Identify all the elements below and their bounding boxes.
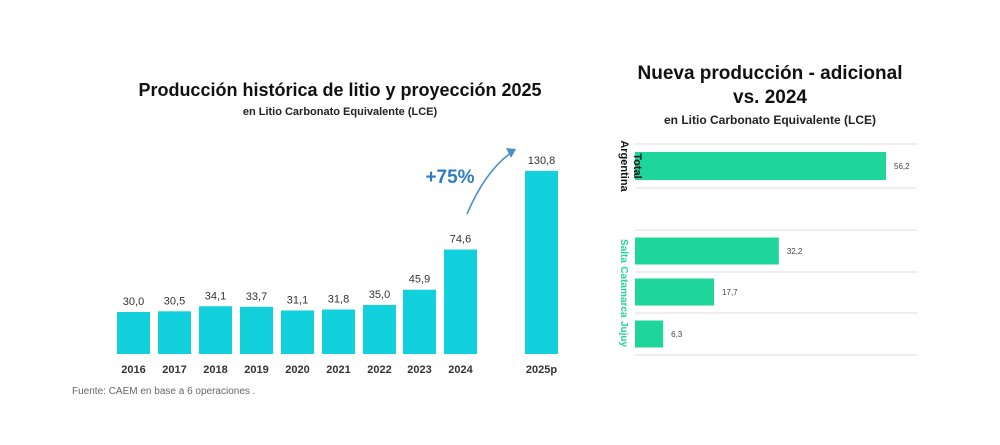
bar-value-label-2019: 33,7	[246, 291, 267, 303]
category-label-catamarca: Catamarca	[618, 266, 629, 318]
hbar-value-label-salta: 32,2	[787, 247, 803, 256]
growth-arrow-line	[466, 151, 513, 215]
hbar-value-label-jujuy: 6,3	[671, 330, 683, 339]
hbar-value-label-total-argentina: 56,2	[894, 162, 910, 171]
source-note: Fuente: CAEM en base a 6 operaciones .	[72, 386, 256, 397]
category-label-total-argentina-line-0: Total	[631, 153, 643, 178]
bar-value-label-2016: 30,0	[123, 296, 144, 308]
hbar-value-label-catamarca: 17,7	[722, 288, 738, 297]
x-tick-label-2020: 2020	[285, 364, 309, 376]
category-label-total-argentina-line-1: Argentina	[618, 140, 630, 192]
category-label-salta: Salta	[618, 239, 629, 263]
bar-2023	[403, 289, 436, 354]
hbar-total-argentina	[635, 152, 887, 180]
category-label-jujuy: Jujuy	[618, 321, 629, 348]
bar-2025p	[525, 170, 558, 354]
x-tick-label-2024: 2024	[448, 364, 473, 376]
x-tick-label-2023: 2023	[407, 364, 431, 376]
right-chart-subtitle: en Litio Carbonato Equivalente (LCE)	[663, 113, 876, 127]
right-chart-title-line2: vs. 2024	[733, 87, 807, 108]
bar-2016	[117, 312, 150, 354]
bar-2021	[322, 309, 355, 354]
left-chart-title: Producción histórica de litio y proyecci…	[138, 80, 542, 100]
x-tick-label-2025p: 2025p	[526, 364, 557, 376]
bar-value-label-2017: 30,5	[164, 295, 185, 307]
x-tick-label-2018: 2018	[203, 364, 227, 376]
x-tick-label-2016: 2016	[121, 364, 145, 376]
bar-value-label-2025p: 130,8	[528, 155, 556, 167]
x-tick-label-2017: 2017	[162, 364, 186, 376]
left-chart-subtitle: en Litio Carbonato Equivalente (LCE)	[242, 106, 438, 118]
bar-value-label-2021: 31,8	[328, 293, 349, 305]
bar-value-label-2022: 35,0	[369, 289, 390, 301]
right-chart-title-line1: Nueva producción - adicional	[637, 63, 903, 84]
growth-annotation: +75%	[425, 167, 474, 188]
bar-2018	[199, 306, 232, 354]
hbar-salta	[635, 237, 779, 265]
bar-2022	[363, 305, 396, 354]
bar-2024	[444, 249, 477, 354]
x-tick-label-2022: 2022	[367, 364, 391, 376]
bar-2019	[240, 306, 273, 354]
growth-arrow-head	[506, 148, 516, 158]
x-tick-label-2019: 2019	[244, 364, 268, 376]
bar-2017	[158, 311, 191, 354]
bar-value-label-2020: 31,1	[287, 294, 308, 306]
hbar-catamarca	[635, 278, 715, 306]
hbar-jujuy	[635, 320, 664, 348]
bar-value-label-2018: 34,1	[205, 290, 226, 302]
bar-value-label-2024: 74,6	[450, 234, 471, 246]
right-chart-title: Nueva producción - adicional vs. 2024	[600, 62, 940, 110]
bar-2020	[281, 310, 314, 354]
x-tick-label-2021: 2021	[326, 364, 350, 376]
bar-value-label-2023: 45,9	[409, 274, 430, 286]
category-label-total-argentina: TotalArgentina	[618, 140, 643, 192]
